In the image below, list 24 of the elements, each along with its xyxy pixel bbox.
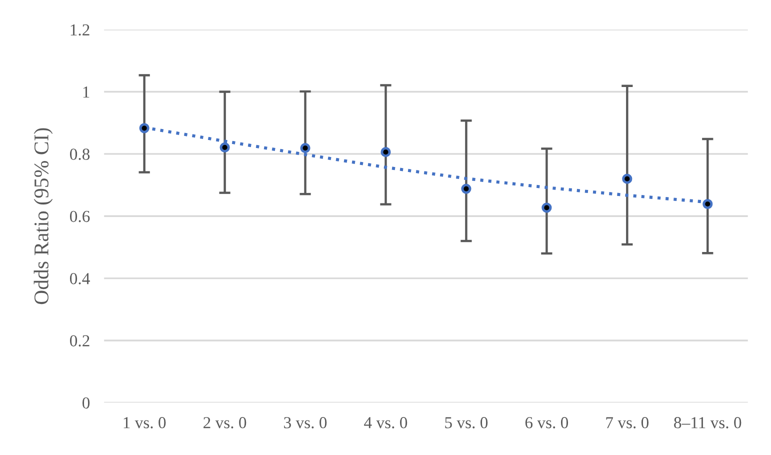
y-tick-label: 0.4 xyxy=(70,273,90,284)
y-tick-label: 1.2 xyxy=(70,24,90,36)
point xyxy=(542,202,552,213)
y-tick-label: 1 xyxy=(83,86,90,98)
x-tick-label: 4 vs. 0 xyxy=(364,417,408,428)
y-tick-label: 0.8 xyxy=(70,148,90,160)
point xyxy=(300,142,310,154)
point xyxy=(702,198,713,210)
x-tick-label: 5 vs. 0 xyxy=(445,417,488,428)
y-tick-label: 0 xyxy=(82,397,90,409)
point xyxy=(622,174,632,184)
x-tick-label: 7 vs. 0 xyxy=(606,417,649,428)
x-tick-label: 8–11 vs. 0 xyxy=(674,417,742,428)
y-axis-title: Odds Ratio (95% CI) xyxy=(34,128,53,304)
y-tick-label: 0.6 xyxy=(70,210,90,222)
x-tick-label: 3 vs. 0 xyxy=(284,417,327,428)
x-tick-label: 6 vs. 0 xyxy=(525,417,568,428)
point xyxy=(220,142,230,152)
point xyxy=(461,184,472,194)
y-tick-label: 0.2 xyxy=(70,335,90,347)
point xyxy=(380,147,391,158)
x-tick-label: 1 vs. 0 xyxy=(124,417,166,428)
point xyxy=(139,123,150,134)
x-tick-label: 2 vs. 0 xyxy=(204,417,246,428)
